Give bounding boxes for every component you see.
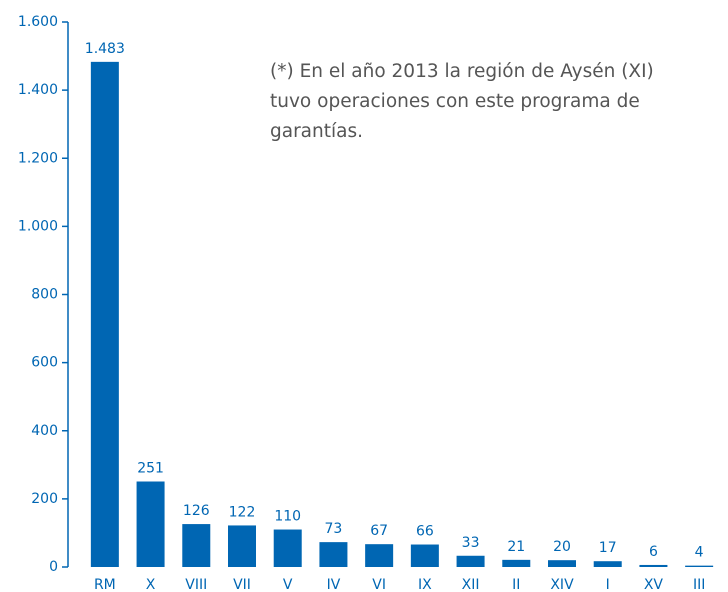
x-tick-label: RM xyxy=(94,577,116,592)
bar xyxy=(593,561,622,567)
y-tick-label: 1.200 xyxy=(18,150,58,166)
y-tick-label: 1.400 xyxy=(18,82,58,98)
x-tick-label: V xyxy=(283,577,293,592)
value-label: 17 xyxy=(599,540,617,556)
value-label: 73 xyxy=(325,521,343,537)
bar xyxy=(365,544,394,567)
value-label: 251 xyxy=(137,461,164,477)
x-tick-label: VII xyxy=(233,577,251,592)
x-tick-label: III xyxy=(693,577,705,592)
y-tick-label: 200 xyxy=(31,491,58,507)
y-tick-label: 1.000 xyxy=(18,218,58,234)
value-label: 1.483 xyxy=(85,41,125,57)
bar xyxy=(685,565,714,567)
bar xyxy=(136,481,165,567)
x-tick-label: VI xyxy=(372,577,386,592)
value-label: 110 xyxy=(274,509,301,525)
x-tick-label: X xyxy=(146,577,156,592)
value-label: 126 xyxy=(183,503,210,519)
bar xyxy=(90,61,119,568)
bar xyxy=(182,524,211,567)
x-tick-label: I xyxy=(606,577,610,592)
value-label: 66 xyxy=(416,524,434,540)
x-tick-label: IX xyxy=(418,577,432,592)
y-tick-label: 0 xyxy=(49,559,58,575)
x-tick-label: XII xyxy=(462,577,480,592)
bar xyxy=(273,529,302,567)
value-label: 20 xyxy=(553,539,571,555)
annotation: tuvo operaciones con este programa de xyxy=(270,91,640,112)
bar xyxy=(228,525,256,567)
annotation: garantías. xyxy=(270,121,363,142)
bar xyxy=(456,555,485,567)
value-label: 33 xyxy=(462,535,480,551)
bar xyxy=(319,542,348,567)
bar xyxy=(410,544,439,567)
x-tick-label: XIV xyxy=(550,577,574,592)
x-tick-label: II xyxy=(512,577,520,592)
y-tick-label: 600 xyxy=(31,355,58,371)
value-label: 6 xyxy=(649,544,658,560)
value-label: 21 xyxy=(507,539,525,555)
y-tick-label: 1.600 xyxy=(18,14,58,30)
value-label: 4 xyxy=(695,545,704,561)
y-tick-label: 800 xyxy=(31,287,58,303)
y-tick-label: 400 xyxy=(31,423,58,439)
bar xyxy=(502,559,531,567)
x-tick-label: XV xyxy=(644,577,664,592)
value-label: 67 xyxy=(370,523,388,539)
bar xyxy=(548,560,576,567)
value-label: 122 xyxy=(229,504,256,520)
bar xyxy=(639,564,668,567)
x-tick-label: VIII xyxy=(185,577,207,592)
x-tick-label: IV xyxy=(327,577,341,592)
annotation: (*) En el año 2013 la región de Aysén (X… xyxy=(270,61,654,82)
